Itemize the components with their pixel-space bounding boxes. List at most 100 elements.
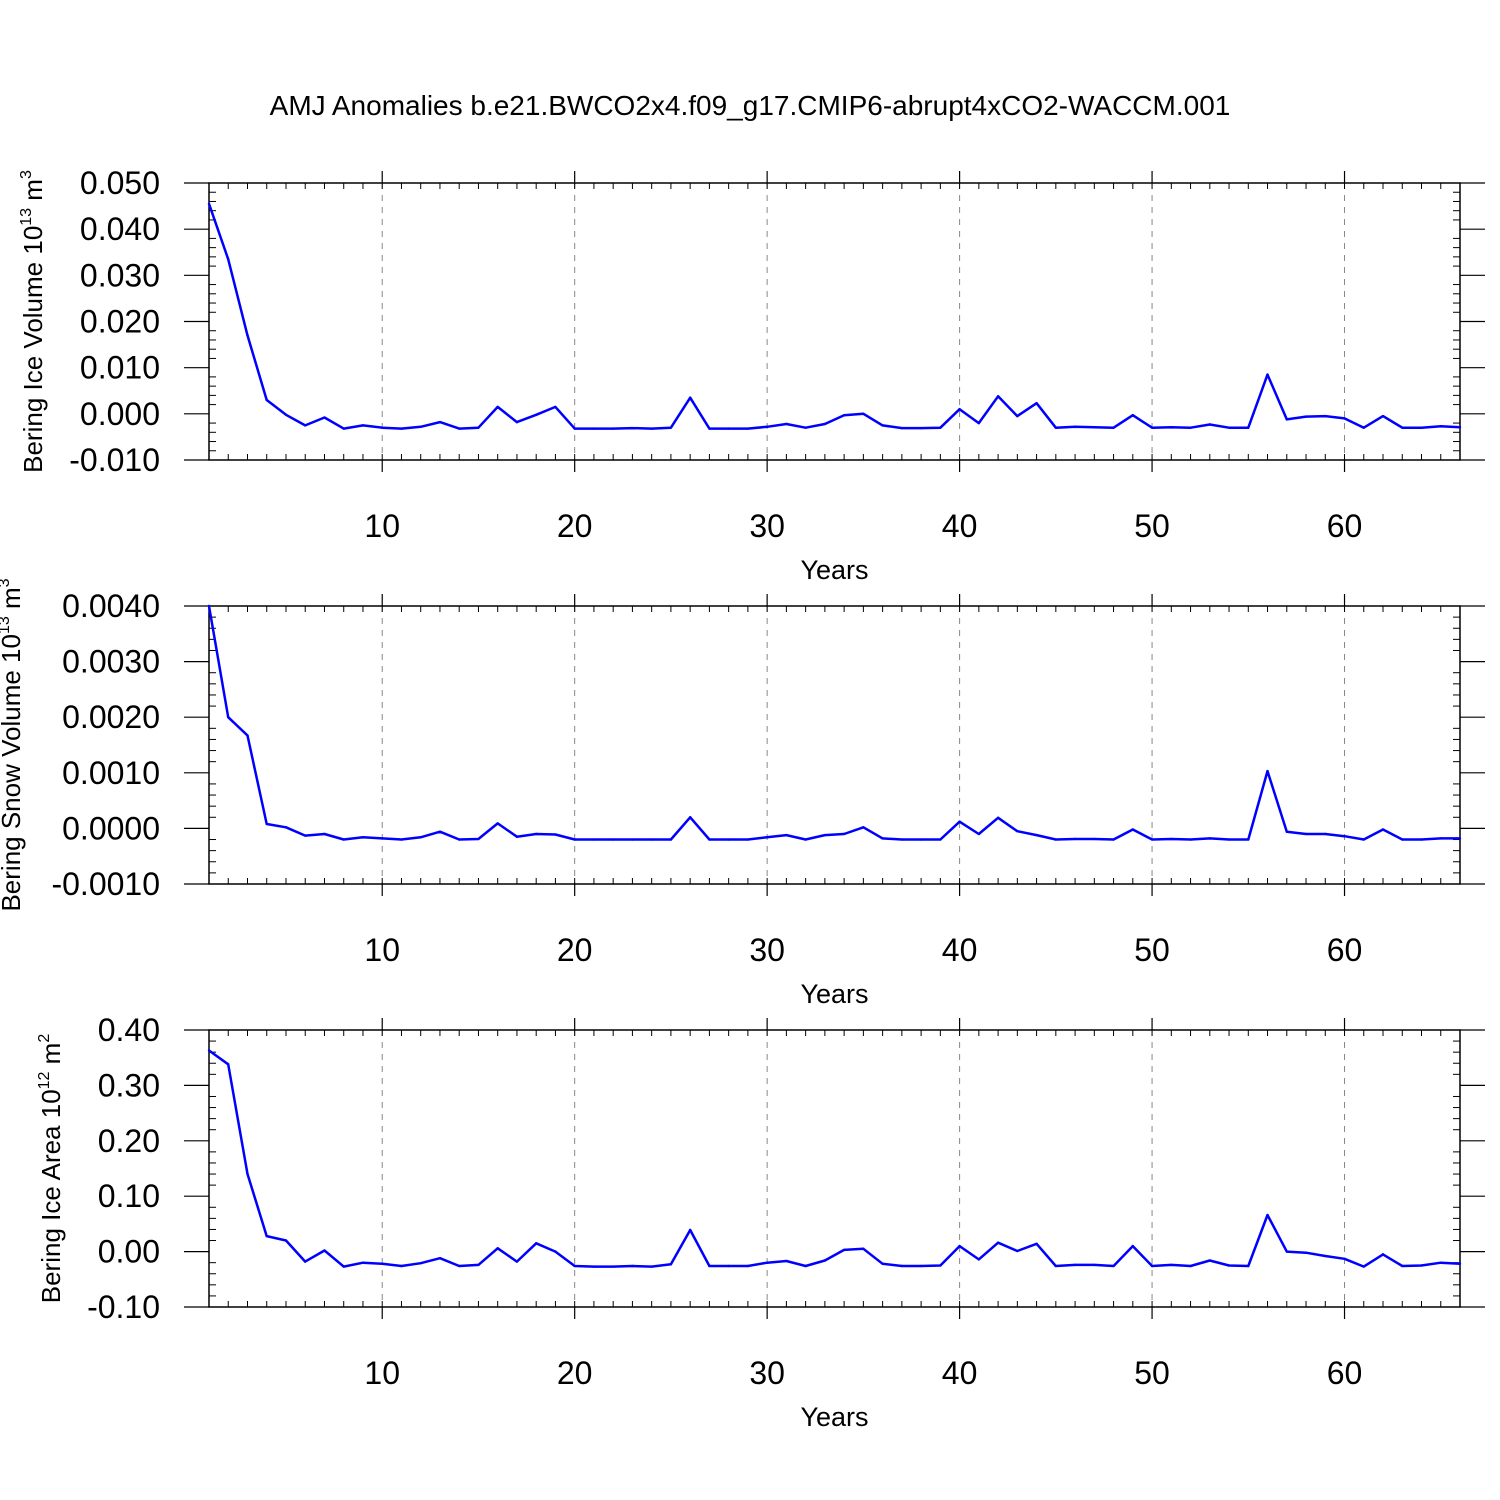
x-tick-label: 40: [942, 1355, 978, 1391]
data-point: [977, 832, 981, 836]
data-point: [1401, 426, 1404, 429]
data-point: [496, 822, 499, 825]
data-point: [708, 838, 711, 841]
data-point: [1208, 837, 1212, 840]
data-point: [515, 420, 519, 424]
data-point: [361, 836, 365, 839]
data-point: [765, 836, 769, 839]
data-point: [265, 398, 268, 402]
data-point: [438, 1257, 442, 1260]
data-point: [207, 1049, 211, 1052]
data-point: [804, 426, 807, 429]
data-point: [361, 1261, 365, 1264]
data-point: [708, 1264, 711, 1268]
y-axis-label-exponent: 13: [18, 208, 35, 226]
data-point: [669, 838, 673, 841]
data-point: [939, 426, 942, 429]
data-point: [1208, 1259, 1212, 1262]
y-axis-label-unit-exponent: 3: [18, 170, 35, 179]
data-point: [1324, 832, 1327, 836]
data-point: [323, 416, 326, 419]
data-point: [458, 1264, 461, 1268]
data-point: [996, 816, 1000, 820]
y-tick-label: 0.050: [80, 165, 160, 201]
data-point: [1150, 426, 1154, 429]
data-point: [842, 414, 846, 417]
data-point: [1189, 1264, 1192, 1268]
data-point: [342, 1265, 345, 1268]
data-point: [688, 816, 692, 819]
data-point: [1150, 838, 1154, 841]
y-tick-label: -0.010: [69, 442, 160, 478]
figure-title: AMJ Anomalies b.e21.BWCO2x4.f09_g17.CMIP…: [269, 90, 1231, 121]
data-point: [785, 1259, 788, 1263]
data-point: [1439, 425, 1442, 428]
data-point: [381, 426, 384, 429]
data-point: [400, 427, 403, 430]
data-point: [804, 1264, 807, 1268]
data-point: [265, 1234, 268, 1238]
y-tick-label: 0.020: [80, 304, 160, 340]
data-point: [1208, 423, 1212, 426]
data-point: [1016, 1249, 1019, 1253]
data-point: [1054, 1264, 1058, 1268]
x-tick-label: 50: [1134, 508, 1170, 544]
y-tick-label: 0.0040: [62, 588, 160, 624]
data-point: [1189, 426, 1192, 429]
data-point: [746, 838, 750, 841]
data-point: [842, 832, 846, 836]
data-point: [1285, 418, 1288, 421]
data-point: [765, 1261, 769, 1264]
y-tick-label: 0.0010: [62, 755, 160, 791]
data-point: [400, 838, 403, 841]
data-point: [419, 836, 422, 839]
x-tick-label: 30: [749, 508, 785, 544]
y-axis-label-unit: m: [36, 1043, 66, 1072]
data-point: [573, 427, 576, 430]
data-point: [958, 820, 961, 823]
data-point: [400, 1264, 403, 1268]
data-point: [323, 1249, 326, 1252]
data-point: [207, 604, 211, 608]
y-tick-label: 0.000: [80, 396, 160, 432]
y-tick-label: 0.30: [98, 1067, 160, 1103]
data-point: [823, 833, 827, 837]
data-point: [958, 1244, 961, 1248]
data-point: [381, 1262, 384, 1265]
x-axis-label: Years: [800, 555, 868, 585]
x-axis-label: Years: [800, 1402, 868, 1432]
x-tick-label: 50: [1134, 1355, 1170, 1391]
x-tick-label: 10: [364, 508, 400, 544]
data-point: [727, 427, 730, 430]
plot-frame: [208, 182, 1461, 461]
y-axis-label-unit: m: [0, 587, 26, 616]
data-point: [881, 1262, 884, 1265]
data-point: [1035, 1242, 1038, 1246]
y-axis-label-unit-exponent: 2: [36, 1034, 53, 1043]
data-point: [1285, 1250, 1288, 1253]
data-point: [746, 427, 750, 430]
data-point: [438, 420, 442, 424]
y-tick-label: 0.030: [80, 257, 160, 293]
x-tick-label: 20: [557, 508, 593, 544]
data-point: [785, 833, 788, 837]
x-tick-label: 10: [364, 932, 400, 968]
data-point: [477, 1263, 480, 1267]
data-series-line: [207, 203, 1461, 430]
data-point: [919, 426, 923, 430]
data-point: [1381, 1253, 1385, 1256]
data-point: [1439, 1261, 1442, 1264]
data-point: [246, 734, 249, 737]
data-point: [1420, 1264, 1423, 1267]
data-point: [939, 1264, 942, 1267]
y-axis-label: Bering Ice Volume 1013 m3: [18, 170, 48, 473]
x-tick-label: 50: [1134, 932, 1170, 968]
data-point: [1054, 838, 1058, 841]
data-point: [323, 832, 326, 836]
data-point: [1324, 414, 1327, 418]
y-tick-label: 0.0000: [62, 810, 160, 846]
data-point: [496, 1247, 499, 1250]
panel-ice-area: 10 20 30 40 50 60 -0.10 0.00 0.10 0.20 0.30 0.40 Yea…: [36, 1012, 1485, 1432]
data-point: [631, 1264, 634, 1268]
data-point: [554, 1250, 557, 1253]
